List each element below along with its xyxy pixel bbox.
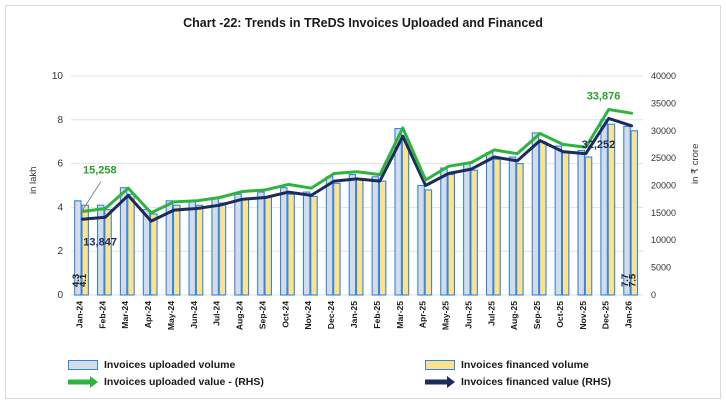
svg-text:15,258: 15,258: [83, 165, 117, 177]
svg-text:Nov-24: Nov-24: [303, 301, 313, 330]
svg-text:Dec-25: Dec-25: [601, 301, 611, 329]
svg-text:7.5: 7.5: [627, 273, 638, 287]
svg-text:Jan-24: Jan-24: [74, 301, 84, 328]
svg-text:Nov-25: Nov-25: [578, 301, 588, 330]
svg-text:Apr-24: Apr-24: [143, 301, 153, 328]
svg-text:10000: 10000: [651, 235, 676, 245]
svg-text:20000: 20000: [651, 181, 676, 191]
svg-text:Jan-25: Jan-25: [349, 301, 359, 328]
svg-text:Jul-24: Jul-24: [212, 301, 222, 326]
svg-text:Oct-24: Oct-24: [280, 301, 290, 328]
svg-text:Aug-24: Aug-24: [235, 301, 245, 330]
svg-text:4.1: 4.1: [78, 273, 89, 287]
svg-text:5000: 5000: [651, 263, 671, 273]
svg-text:4: 4: [57, 202, 63, 213]
svg-text:Mar-25: Mar-25: [395, 301, 405, 329]
svg-text:15000: 15000: [651, 208, 676, 218]
svg-text:Aug-25: Aug-25: [509, 301, 519, 330]
svg-text:Oct-25: Oct-25: [555, 301, 565, 328]
svg-text:Sep-25: Sep-25: [532, 301, 542, 329]
svg-text:Dec-24: Dec-24: [326, 301, 336, 329]
svg-text:35000: 35000: [651, 98, 676, 108]
svg-text:Apr-25: Apr-25: [418, 301, 428, 328]
svg-text:May-24: May-24: [166, 301, 176, 330]
svg-text:2: 2: [57, 246, 63, 257]
svg-text:Jan-26: Jan-26: [624, 301, 634, 328]
svg-text:0: 0: [651, 290, 656, 300]
svg-text:8: 8: [57, 115, 63, 126]
svg-text:6: 6: [57, 159, 63, 170]
svg-text:Feb-24: Feb-24: [97, 301, 107, 329]
svg-text:40000: 40000: [651, 71, 676, 81]
svg-text:Feb-25: Feb-25: [372, 301, 382, 329]
svg-text:Jun-24: Jun-24: [189, 301, 199, 329]
svg-text:0: 0: [57, 290, 63, 301]
svg-text:Sep-24: Sep-24: [258, 301, 268, 329]
svg-text:10: 10: [52, 71, 64, 82]
svg-text:13,847: 13,847: [83, 236, 117, 248]
svg-text:25000: 25000: [651, 153, 676, 163]
svg-text:32,252: 32,252: [582, 139, 616, 151]
svg-text:May-25: May-25: [441, 301, 451, 330]
svg-text:30000: 30000: [651, 126, 676, 136]
svg-text:Jun-25: Jun-25: [463, 301, 473, 329]
svg-text:33,876: 33,876: [587, 91, 621, 103]
svg-text:Mar-24: Mar-24: [120, 301, 130, 329]
svg-text:Jul-25: Jul-25: [486, 301, 496, 326]
